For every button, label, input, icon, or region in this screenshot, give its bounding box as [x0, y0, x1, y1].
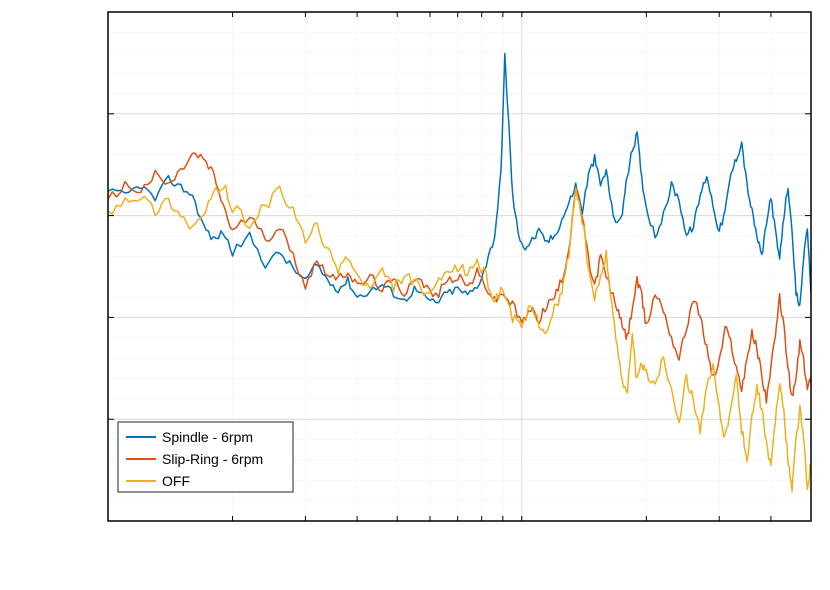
- chart-container: Spindle - 6rpm Slip-Ring - 6rpm OFF: [0, 0, 830, 590]
- legend-label: Slip-Ring - 6rpm: [162, 451, 263, 467]
- legend: Spindle - 6rpm Slip-Ring - 6rpm OFF: [118, 422, 293, 492]
- legend-label: OFF: [162, 473, 190, 489]
- legend-label: Spindle - 6rpm: [162, 429, 253, 445]
- line-chart: Spindle - 6rpm Slip-Ring - 6rpm OFF: [0, 0, 830, 590]
